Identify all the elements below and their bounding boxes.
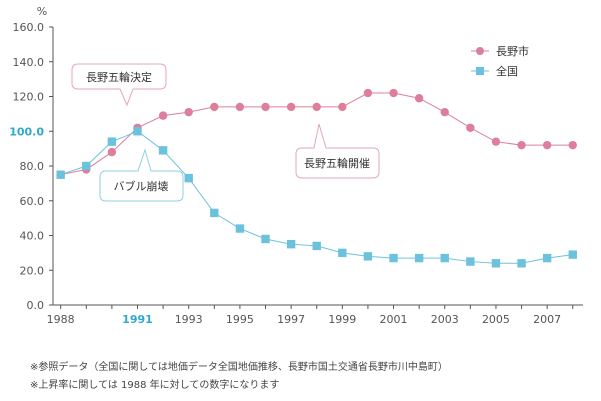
- data-point-nagano: [517, 140, 526, 150]
- legend-item-nagano: 長野市: [471, 44, 529, 58]
- legend-marker-national: [476, 67, 484, 75]
- data-point-nagano: [491, 137, 501, 146]
- y-tick-label: 140.0: [13, 56, 45, 69]
- data-point-nagano: [158, 111, 168, 120]
- data-point-nagano: [107, 147, 117, 157]
- x-tick-label: 1988: [47, 313, 75, 326]
- data-point-national: [210, 208, 219, 218]
- data-point-nagano: [210, 102, 219, 112]
- x-tick-label: 1993: [175, 313, 203, 326]
- x-tick-label: 1991: [122, 313, 153, 326]
- series-national: [56, 127, 577, 268]
- data-point-nagano: [542, 140, 552, 150]
- data-point-national: [466, 257, 475, 266]
- data-point-national: [286, 239, 296, 249]
- series-nagano: [56, 88, 577, 179]
- data-point-nagano: [338, 102, 347, 112]
- footnote-baseline: ※上昇率に関しては 1988 年に対しての数字になります: [30, 380, 280, 391]
- legend-item-national: 全国: [471, 64, 518, 78]
- callout-olympics-decided-label: 長野五輪決定: [86, 70, 152, 84]
- data-point-national: [133, 127, 142, 136]
- callout-bubble: [71, 63, 167, 107]
- callout-bubble: [99, 148, 184, 202]
- data-point-nagano: [363, 88, 373, 98]
- data-point-nagano: [440, 107, 449, 117]
- data-point-nagano: [184, 107, 193, 117]
- y-tick-label: 80.0: [20, 160, 45, 173]
- callout-olympics-held: 長野五輪開催: [295, 123, 380, 179]
- callout-bubble-burst-label: バブル崩壊: [114, 179, 169, 193]
- x-tick-label: 1997: [277, 313, 305, 326]
- data-point-nagano: [286, 102, 296, 112]
- data-point-national: [440, 253, 449, 263]
- y-tick-label: 60.0: [20, 195, 45, 208]
- y-tick-label: 40.0: [20, 230, 45, 243]
- data-point-nagano: [389, 88, 398, 98]
- data-point-nagano: [568, 140, 577, 150]
- data-point-national: [363, 252, 373, 261]
- legend-marker-nagano: [476, 47, 484, 55]
- x-tick-label: 1995: [226, 313, 254, 326]
- data-point-national: [491, 259, 501, 268]
- data-point-national: [414, 253, 424, 263]
- data-point-national: [517, 259, 526, 268]
- callout-bubble: [295, 123, 380, 179]
- data-point-national: [82, 161, 91, 171]
- x-tick-label: 2003: [431, 313, 459, 326]
- data-point-national: [56, 170, 65, 179]
- data-point-nagano: [261, 102, 270, 112]
- data-point-national: [261, 234, 270, 244]
- data-point-national: [568, 250, 577, 259]
- y-tick-label: 20.0: [20, 264, 45, 277]
- callout-bubble-burst: バブル崩壊: [99, 148, 184, 202]
- data-point-nagano: [312, 102, 321, 112]
- callout-olympics-decided: 長野五輪決定: [71, 63, 167, 107]
- x-axis: 1988 1991 1993 1995 1997 1999 2001 2003 2005 2007: [47, 304, 583, 326]
- data-point-national: [542, 253, 552, 263]
- legend: 長野市 全国: [471, 44, 529, 78]
- x-tick-label: 1999: [328, 313, 356, 326]
- series-layer: [56, 88, 577, 268]
- footnote-data-source: ※参照データ（全国に関しては地価データ全国地価推移、長野市国土交通省長野市川中島…: [30, 362, 448, 373]
- y-tick-label: 100.0: [9, 125, 44, 138]
- data-point-nagano: [414, 94, 424, 103]
- land-price-chart: % 0.0 20.0 40.0 60.0 80.0 100.0 120.0 140.0 160.…: [9, 5, 583, 326]
- data-point-national: [312, 241, 321, 251]
- y-unit-label: %: [37, 5, 47, 18]
- x-tick-label: 2005: [482, 313, 510, 326]
- x-tick-label: 2001: [380, 313, 408, 326]
- y-tick-label: 160.0: [13, 21, 45, 34]
- y-tick-label: 0.0: [27, 299, 45, 312]
- data-point-nagano: [235, 102, 245, 112]
- legend-label-national: 全国: [496, 64, 518, 78]
- y-axis: 0.0 20.0 40.0 60.0 80.0 100.0 120.0 140.0 160.0: [9, 21, 54, 312]
- y-tick-label: 120.0: [13, 91, 45, 104]
- legend-label-nagano: 長野市: [496, 44, 529, 58]
- data-point-national: [338, 248, 347, 258]
- data-point-national: [235, 224, 245, 233]
- x-tick-label: 2007: [533, 313, 561, 326]
- callout-olympics-held-label: 長野五輪開催: [304, 156, 370, 170]
- data-point-national: [107, 137, 117, 146]
- data-point-national: [389, 253, 398, 263]
- data-point-national: [158, 146, 168, 155]
- data-point-nagano: [466, 123, 475, 132]
- data-point-national: [184, 173, 193, 183]
